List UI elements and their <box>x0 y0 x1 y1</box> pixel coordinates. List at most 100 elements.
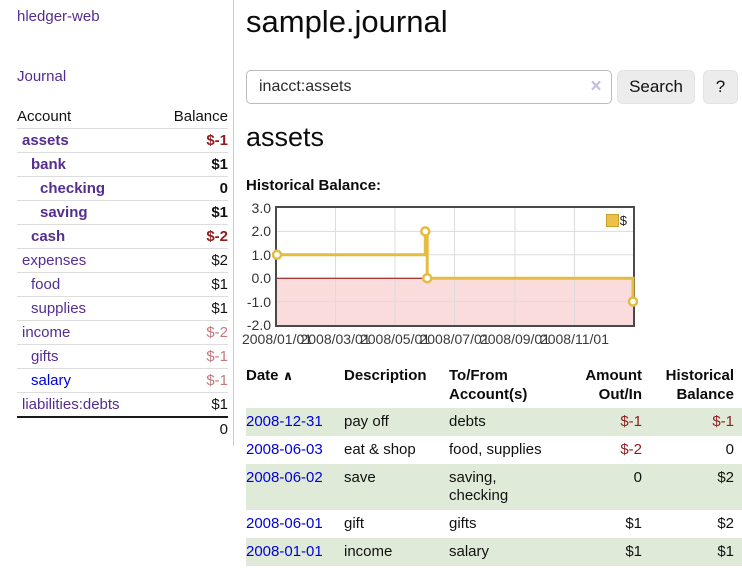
sidebar-account-link-expenses[interactable]: expenses <box>22 252 87 269</box>
account-row-salary: salary $-1 <box>17 368 228 392</box>
transaction-date-link[interactable]: 2008-12-31 <box>246 413 323 430</box>
sort-ascending-icon: ∧ <box>282 368 294 383</box>
sidebar-account-link-salary[interactable]: salary <box>31 372 72 389</box>
search-button[interactable]: Search <box>617 70 695 104</box>
column-header-accounts: To/From Account(s) <box>449 367 528 403</box>
column-header-description: Description <box>344 367 427 384</box>
transaction-description: eat & shop <box>344 441 416 458</box>
transaction-balance: $2 <box>717 515 734 532</box>
sidebar-account-link-liabilities-debts[interactable]: liabilities:debts <box>22 396 120 413</box>
x-axis-tick-label: 2008/07/01 <box>419 331 490 347</box>
transaction-balance: $-1 <box>652 408 742 436</box>
clear-search-icon[interactable]: × <box>590 76 602 97</box>
account-row-assets: assets $-1 <box>17 128 228 152</box>
transaction-row: 2008-06-03 eat & shop food, supplies $-2… <box>246 436 742 464</box>
x-axis-tick-label: 2008/05/01 <box>359 331 431 347</box>
y-axis-tick-label: 2.0 <box>251 223 271 240</box>
page-title: sample.journal <box>246 4 448 39</box>
register-table: Date ∧ Description To/From Account(s) Am… <box>246 364 742 566</box>
register-header-row: Date ∧ Description To/From Account(s) Am… <box>246 364 742 408</box>
column-header-date[interactable]: Date ∧ <box>246 367 294 384</box>
transaction-date-link[interactable]: 2008-06-02 <box>246 469 323 486</box>
transaction-date-link[interactable]: 2008-06-01 <box>246 515 323 532</box>
chart-title: Historical Balance: <box>246 177 382 194</box>
accounts-sidebar: Account Balance assets $-1 bank $1 check… <box>17 104 228 440</box>
transaction-amount: $-1 <box>566 408 652 436</box>
transaction-row: 2008-12-31 pay off debts $-1 $-1 <box>246 408 742 436</box>
account-row-food: food $1 <box>17 272 228 296</box>
account-balance: $1 <box>211 300 228 317</box>
account-row-cash: cash $-2 <box>17 224 228 248</box>
account-row-gifts: gifts $-1 <box>17 344 228 368</box>
y-axis-tick-label: 0.0 <box>251 270 271 287</box>
column-header-balance: Historical Balance <box>665 367 734 403</box>
legend-label: $ <box>619 213 627 228</box>
historical-balance-chart: $ 3.0 2.0 1.0 0.0 -1.0 -2.0 2008/01/01 2008/03… <box>242 200 742 352</box>
sidebar-account-link-supplies[interactable]: supplies <box>31 300 87 317</box>
transaction-amount: $1 <box>625 515 642 532</box>
sidebar-account-link-checking[interactable]: checking <box>40 180 106 197</box>
account-balance: $2 <box>211 252 228 269</box>
transaction-date-link[interactable]: 2008-06-03 <box>246 441 323 458</box>
transaction-description: income <box>344 538 449 566</box>
transaction-description: save <box>344 464 449 510</box>
x-axis-tick-label: 2008/09/01 <box>479 331 551 347</box>
transaction-row: 2008-06-02 save saving, checking 0 $2 <box>246 464 742 510</box>
transaction-description: pay off <box>344 408 449 436</box>
account-row-saving: saving $1 <box>17 200 228 224</box>
transaction-accounts: gifts <box>449 515 477 532</box>
chart-canvas <box>271 208 639 325</box>
account-row-expenses: expenses $2 <box>17 248 228 272</box>
sidebar-account-link-saving[interactable]: saving <box>40 204 88 221</box>
accounts-header-balance: Balance <box>173 107 228 125</box>
transaction-balance: $1 <box>652 538 742 566</box>
transaction-amount: $1 <box>566 538 652 566</box>
sidebar-account-link-assets[interactable]: assets <box>22 132 69 149</box>
brand-link[interactable]: hledger-web <box>17 8 100 25</box>
account-balance: $-1 <box>206 132 228 149</box>
x-axis-tick-label: 2008/03/01 <box>300 331 371 347</box>
sidebar-account-link-cash[interactable]: cash <box>31 228 66 245</box>
sidebar-divider <box>233 0 234 446</box>
account-row-bank: bank $1 <box>17 152 228 176</box>
y-axis-tick-label: -1.0 <box>246 293 271 310</box>
transaction-description: gift <box>344 515 365 532</box>
sidebar-account-link-gifts[interactable]: gifts <box>31 348 59 365</box>
sidebar-account-link-bank[interactable]: bank <box>31 156 67 173</box>
x-axis-tick-label: 2008/11/01 <box>539 331 609 347</box>
sidebar-account-link-food[interactable]: food <box>31 276 61 293</box>
legend-swatch-icon <box>605 214 619 227</box>
transaction-balance: 0 <box>725 441 734 458</box>
accounts-total-row: 0 <box>17 416 228 440</box>
transaction-amount: 0 <box>566 464 652 510</box>
y-axis-tick-label: 1.0 <box>251 246 271 263</box>
account-title: assets <box>246 122 325 152</box>
account-row-checking: checking 0 <box>17 176 228 200</box>
account-balance: $-1 <box>206 348 228 365</box>
transaction-date-link[interactable]: 2008-01-01 <box>246 543 323 560</box>
column-header-amount: Amount Out/In <box>585 367 642 403</box>
transaction-row: 2008-06-01 gift gifts $1 $2 <box>246 510 742 538</box>
account-balance: $-2 <box>206 324 228 341</box>
x-axis-tick-label: 2008/01/01 <box>241 331 313 347</box>
chart-legend: $ <box>605 213 627 228</box>
account-balance: $1 <box>211 396 228 413</box>
transaction-balance: $2 <box>652 464 742 510</box>
accounts-header-row: Account Balance <box>17 104 228 128</box>
transaction-accounts: debts <box>449 408 566 436</box>
account-balance: $-1 <box>206 372 228 389</box>
transaction-accounts: salary <box>449 538 566 566</box>
y-axis-tick-label: 3.0 <box>251 200 271 216</box>
accounts-total-balance: 0 <box>219 420 228 438</box>
search-input[interactable] <box>246 70 612 104</box>
chart-plot-area: $ <box>271 206 639 327</box>
transaction-accounts: saving, checking <box>449 464 566 510</box>
transaction-amount: $-2 <box>620 441 642 458</box>
sidebar-item-journal[interactable]: Journal <box>17 68 67 85</box>
account-row-income: income $-2 <box>17 320 228 344</box>
sidebar-account-link-income[interactable]: income <box>22 324 71 341</box>
help-button[interactable]: ? <box>703 70 738 104</box>
transaction-row: 2008-01-01 income salary $1 $1 <box>246 538 742 566</box>
account-balance: $1 <box>211 156 228 173</box>
account-row-supplies: supplies $1 <box>17 296 228 320</box>
